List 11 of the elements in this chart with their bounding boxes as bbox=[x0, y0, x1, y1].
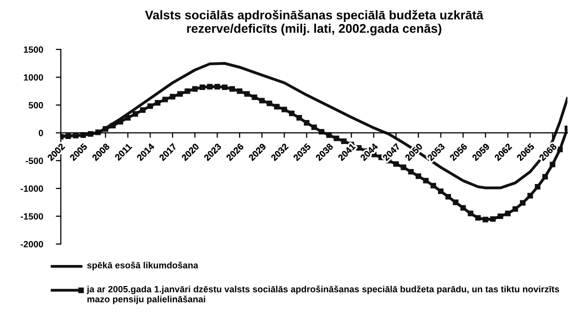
y-tick-label: -500 bbox=[26, 158, 44, 164]
legend-label: spēkā esošā likumdošana bbox=[87, 262, 198, 270]
y-tick-label: 500 bbox=[28, 102, 44, 108]
chart-title: Valsts sociālās apdrošināšanas speciālā budžeta uzkrātā rezerve/deficīts (milj. lati, 2002.gada cenās) bbox=[145, 10, 484, 36]
y-tick-label: 0 bbox=[38, 130, 44, 136]
y-tick-label: -1500 bbox=[20, 213, 44, 220]
y-tick-label: 1500 bbox=[24, 46, 44, 53]
legend-label: ja ar 2005.gada 1.janvāri dzēstu valsts sociālās apdrošināšanas speciālā budžeta parādu, un tas tiktu novirzīts mazo pensiju palielināšanai bbox=[86, 286, 560, 304]
y-tick-label: 1000 bbox=[24, 74, 44, 81]
y-tick-label: -2000 bbox=[20, 241, 44, 248]
y-tick-label: -1000 bbox=[20, 185, 44, 192]
